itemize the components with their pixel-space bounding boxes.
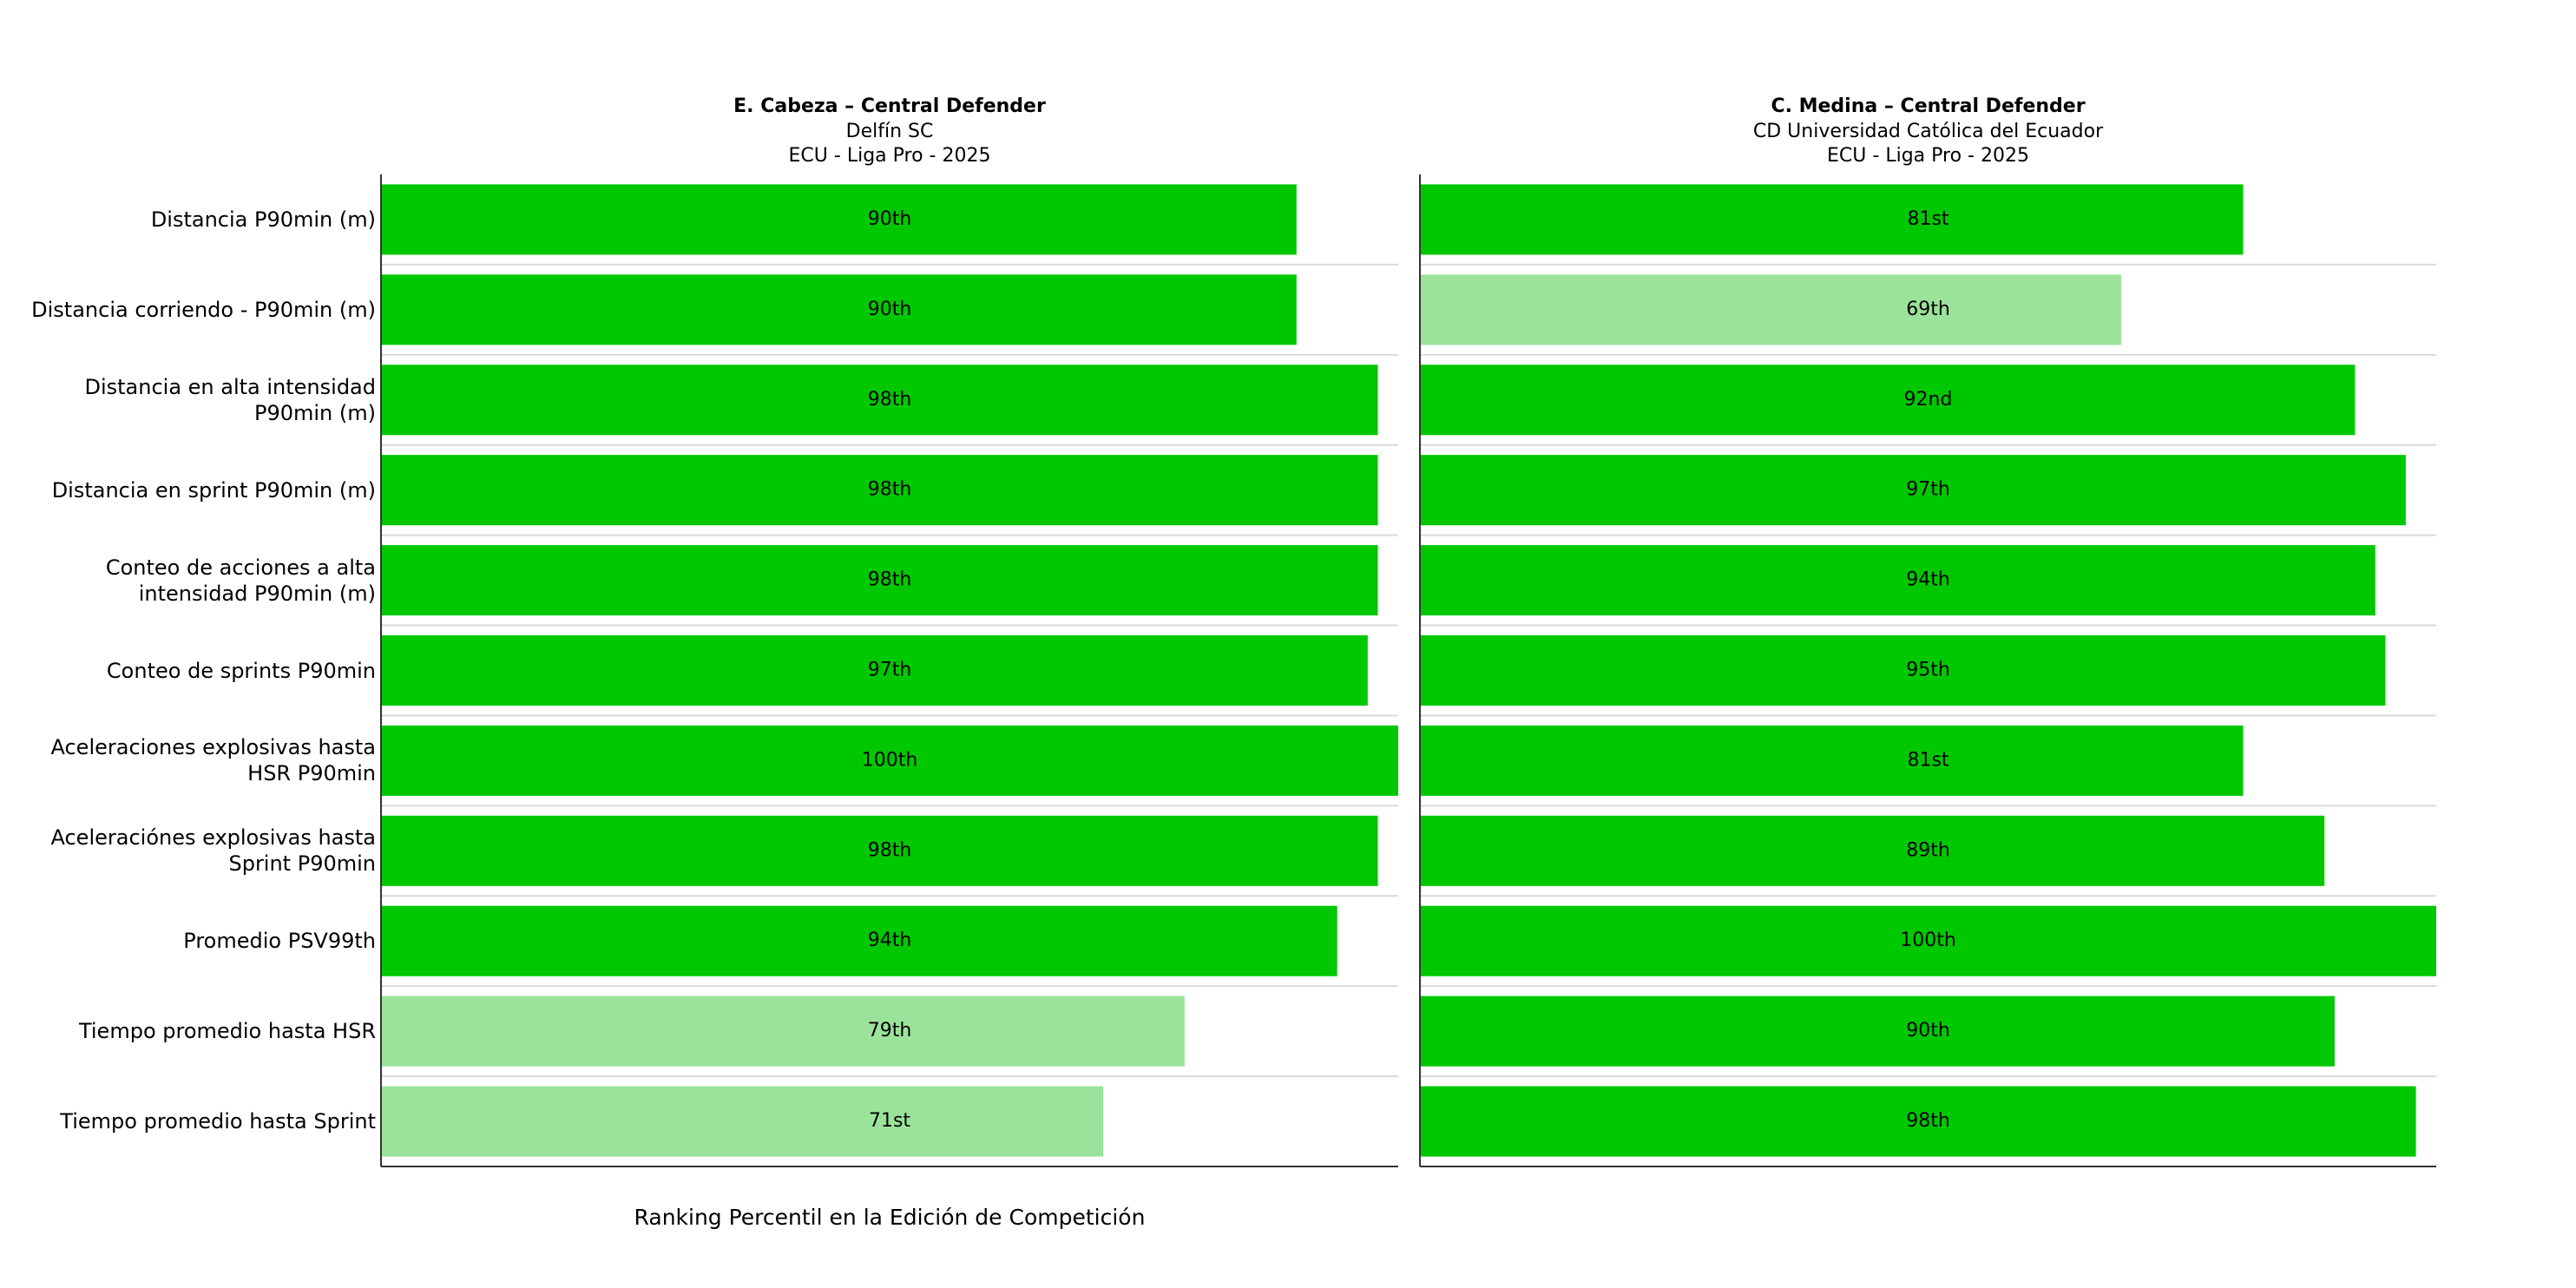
bar — [381, 996, 1185, 1067]
value-label: 81st — [1907, 749, 1948, 771]
value-label: 95th — [1906, 660, 1950, 681]
value-label: 90th — [868, 208, 912, 230]
value-label: 79th — [868, 1020, 912, 1042]
value-label: 97th — [1906, 479, 1950, 501]
y-tick-label: Distancia corriendo - P90min (m) — [31, 297, 376, 322]
bar — [1420, 274, 2121, 345]
bar — [1420, 365, 2356, 436]
value-label: 89th — [1906, 839, 1950, 861]
value-label: 100th — [1900, 930, 1956, 951]
value-label: 100th — [862, 749, 918, 771]
bar — [1420, 1086, 2416, 1157]
y-tick-label: Tiempo promedio hasta Sprint — [60, 1109, 376, 1134]
y-tick-label: Distancia P90min (m) — [150, 207, 376, 232]
bar — [381, 545, 1378, 616]
y-tick-label: Conteo de sprints P90min — [106, 658, 376, 683]
value-label: 98th — [868, 839, 912, 861]
bar — [381, 365, 1378, 436]
chart-title: C. Medina – Central Defender — [1771, 95, 2085, 117]
bar — [1420, 545, 2376, 616]
bar — [1420, 184, 2244, 255]
y-tick-label: Aceleraciónes explosivas hasta Sprint P9… — [50, 825, 376, 877]
bar — [1420, 905, 2436, 976]
value-label: 71st — [869, 1110, 910, 1132]
y-tick-label: Promedio PSV99th — [183, 929, 376, 954]
bar — [381, 274, 1297, 345]
value-label: 98th — [868, 479, 912, 501]
bar — [1420, 634, 2386, 706]
value-label: 94th — [1906, 569, 1950, 591]
value-label: 92nd — [1904, 389, 1953, 411]
value-label: 98th — [1906, 1110, 1950, 1132]
chart-title: E. Cabeza – Central Defender — [733, 95, 1046, 117]
bar — [1420, 725, 2244, 796]
bar — [381, 1086, 1104, 1157]
y-tick-label: Distancia en alta intensidad P90min (m) — [84, 374, 376, 425]
value-label: 94th — [868, 930, 912, 951]
chart-subtitle: Delfín SC — [846, 121, 934, 142]
value-label: 97th — [868, 660, 912, 681]
chart-subtitle: ECU - Liga Pro - 2025 — [789, 145, 991, 167]
y-tick-label: Conteo de acciones a alta intensidad P90… — [105, 555, 376, 606]
value-label: 98th — [868, 569, 912, 591]
y-tick-label: Tiempo promedio hasta HSR — [78, 1019, 376, 1044]
x-axis-label: Ranking Percentil en la Edición de Compe… — [634, 1205, 1146, 1230]
chart-subtitle: CD Universidad Católica del Ecuador — [1753, 121, 2104, 142]
bar — [381, 634, 1368, 706]
bar — [381, 815, 1378, 886]
y-tick-label: Aceleraciones explosivas hasta HSR P90mi… — [50, 735, 376, 786]
bar — [381, 725, 1398, 796]
value-label: 81st — [1907, 208, 1948, 230]
value-label: 90th — [868, 299, 912, 320]
bar — [381, 455, 1378, 526]
bar — [1420, 996, 2335, 1067]
y-tick-label: Distancia en sprint P90min (m) — [51, 477, 376, 503]
bar — [381, 905, 1337, 976]
bar — [1420, 815, 2325, 886]
bar — [381, 184, 1297, 255]
value-label: 90th — [1906, 1020, 1950, 1042]
value-label: 69th — [1906, 299, 1950, 320]
bar — [1420, 455, 2406, 526]
value-label: 98th — [868, 389, 912, 411]
chart-subtitle: ECU - Liga Pro - 2025 — [1827, 145, 2029, 167]
